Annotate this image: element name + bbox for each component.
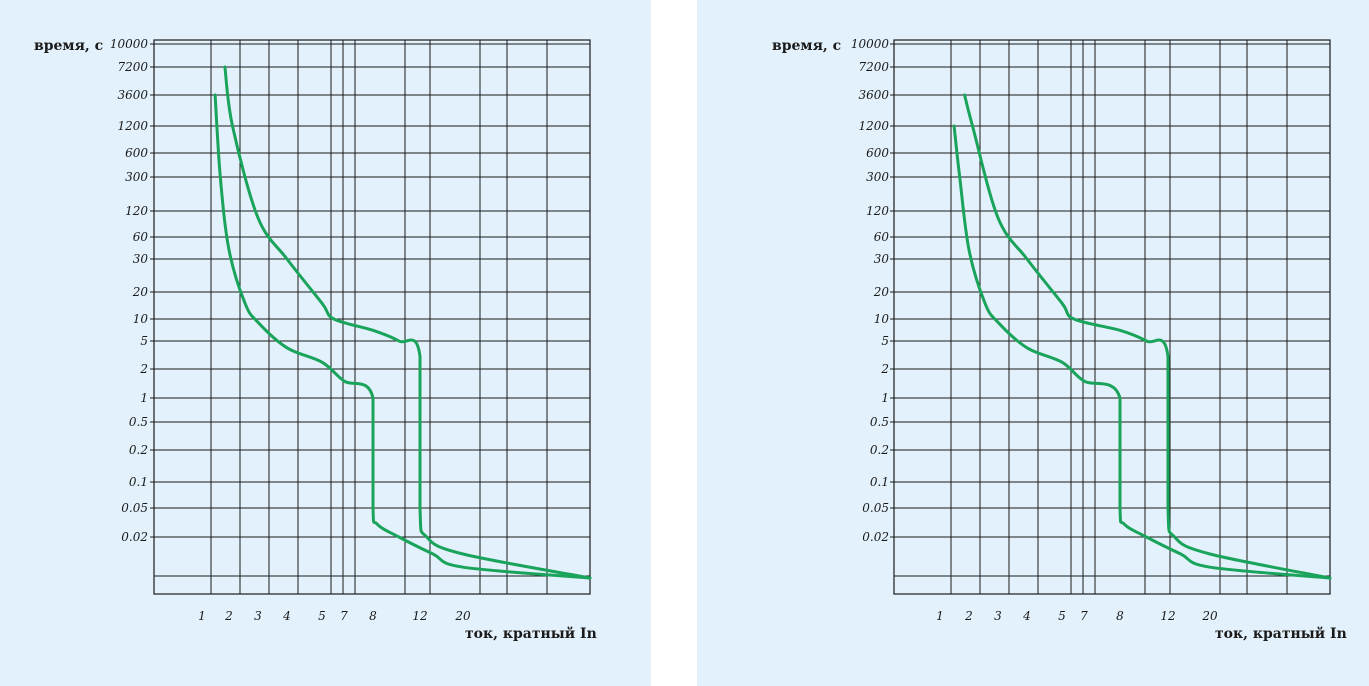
y-tick-label: 10000: [110, 37, 149, 51]
y-tick-label: 7200: [858, 60, 889, 74]
x-tick-label: 7: [340, 609, 348, 623]
y-tick-label: 1200: [117, 119, 148, 133]
chart-panel-left: 10000 7200 3600 1200 600 300 120 60 30 20 10 5 2 1 0.5…: [0, 0, 651, 686]
y-tick-label: 5: [881, 334, 889, 348]
y-tick-label: 20: [132, 285, 149, 299]
y-tick-label: 0.02: [121, 530, 148, 544]
series-curve-upper: [963, 93, 1332, 580]
y-tick-label: 0.5: [129, 415, 148, 429]
x-axis-label: ток, кратный In: [465, 625, 597, 642]
x-tick-label: 1: [936, 609, 944, 623]
x-tick-label: 20: [454, 609, 471, 623]
y-tick-label: 10: [874, 312, 890, 326]
y-tick-label: 120: [866, 204, 889, 218]
x-tick-label: 3: [254, 609, 262, 623]
y-tick-label: 1200: [858, 119, 889, 133]
y-tick-label: 30: [874, 252, 890, 266]
x-tick-label: 8: [369, 609, 377, 623]
y-tick-label: 60: [133, 230, 149, 244]
y-tick-label: 0.2: [129, 443, 148, 457]
y-tick-label: 10: [133, 312, 149, 326]
x-tick-label: 8: [1116, 609, 1124, 623]
y-tick-label: 2: [139, 362, 148, 376]
y-tick-label: 0.1: [129, 475, 148, 489]
x-tick-label: 5: [318, 609, 326, 623]
x-tick-label: 12: [1160, 609, 1175, 623]
y-tick-label: 300: [866, 170, 889, 184]
series-curve-lower: [952, 124, 1332, 580]
y-tick-label: 600: [866, 146, 889, 160]
series-curve-upper: [223, 65, 592, 580]
y-tick-label: 0.5: [870, 415, 889, 429]
y-tick-label: 120: [125, 204, 148, 218]
x-tick-label: 2: [964, 609, 973, 623]
y-tick-label: 1: [881, 391, 889, 405]
y-tick-label: 0.05: [121, 501, 148, 515]
y-tick-label: 1: [140, 391, 148, 405]
y-axis-label: время, с: [34, 38, 103, 54]
y-tick-label: 3600: [858, 88, 889, 102]
chart-left: 10000720036001200600300120603020105210.5…: [34, 37, 597, 642]
x-tick-label: 3: [994, 609, 1002, 623]
x-tick-label: 12: [412, 609, 427, 623]
x-tick-label: 7: [1080, 609, 1088, 623]
y-tick-label: 10000: [851, 37, 890, 51]
y-tick-label: 30: [133, 252, 149, 266]
chart-panel-right: 10000 7200 3600 1200 600 300 120 60 30 20 10 5 2 1 0.5…: [697, 0, 1369, 686]
y-tick-label: 7200: [117, 60, 148, 74]
y-tick-label: 2: [880, 362, 889, 376]
y-tick-label: 0.1: [870, 475, 889, 489]
y-axis-label: время, с: [772, 38, 841, 54]
x-tick-label: 20: [1201, 609, 1218, 623]
x-tick-label: 4: [1022, 609, 1031, 623]
y-tick-label: 60: [874, 230, 890, 244]
plot-frame: [893, 39, 1331, 595]
chart-right: 10000720036001200600300120603020105210.5…: [772, 37, 1347, 642]
y-tick-label: 300: [125, 170, 148, 184]
y-tick-label: 0.05: [862, 501, 889, 515]
y-tick-label: 0.02: [862, 530, 889, 544]
x-tick-label: 4: [282, 609, 291, 623]
series-curve-lower: [213, 93, 592, 580]
x-tick-label: 1: [198, 609, 206, 623]
x-tick-label: 2: [224, 609, 233, 623]
x-axis-label: ток, кратный In: [1215, 625, 1347, 642]
y-tick-label: 0.2: [870, 443, 889, 457]
y-tick-label: 20: [873, 285, 890, 299]
y-tick-label: 600: [125, 146, 148, 160]
x-tick-label: 5: [1058, 609, 1066, 623]
y-tick-label: 3600: [117, 88, 148, 102]
y-tick-label: 5: [140, 334, 148, 348]
